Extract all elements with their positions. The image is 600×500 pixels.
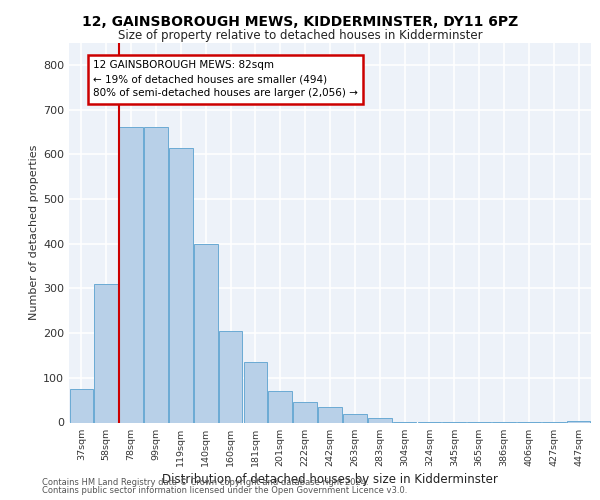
Y-axis label: Number of detached properties: Number of detached properties [29, 145, 39, 320]
Bar [567, 421, 590, 422]
X-axis label: Distribution of detached houses by size in Kidderminster: Distribution of detached houses by size … [162, 472, 498, 486]
Text: 12 GAINSBOROUGH MEWS: 82sqm
← 19% of detached houses are smaller (494)
80% of se: 12 GAINSBOROUGH MEWS: 82sqm ← 19% of det… [94, 60, 358, 98]
Bar [293, 402, 317, 422]
Bar [144, 128, 168, 422]
Bar [368, 418, 392, 422]
Bar [343, 414, 367, 422]
Bar [169, 148, 193, 422]
Bar [94, 284, 118, 422]
Bar [268, 391, 292, 422]
Text: Size of property relative to detached houses in Kidderminster: Size of property relative to detached ho… [118, 29, 482, 42]
Text: 12, GAINSBOROUGH MEWS, KIDDERMINSTER, DY11 6PZ: 12, GAINSBOROUGH MEWS, KIDDERMINSTER, DY… [82, 15, 518, 29]
Bar [244, 362, 267, 422]
Text: Contains public sector information licensed under the Open Government Licence v3: Contains public sector information licen… [42, 486, 407, 495]
Bar [119, 128, 143, 422]
Bar [194, 244, 218, 422]
Bar [70, 389, 93, 422]
Text: Contains HM Land Registry data © Crown copyright and database right 2024.: Contains HM Land Registry data © Crown c… [42, 478, 368, 487]
Bar [318, 407, 342, 422]
Bar [219, 331, 242, 422]
